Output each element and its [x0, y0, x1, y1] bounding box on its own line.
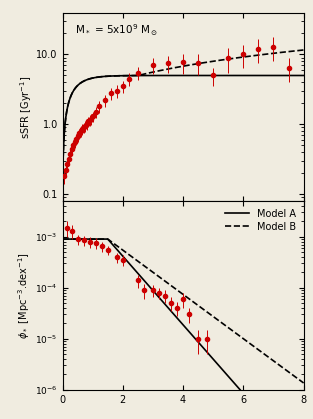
Text: M$_*$ = 5x10$^9$ M$_\odot$: M$_*$ = 5x10$^9$ M$_\odot$ [75, 22, 158, 38]
Legend: Model A, Model B: Model A, Model B [222, 206, 299, 235]
Y-axis label: sSFR [Gyr$^{-1}$]: sSFR [Gyr$^{-1}$] [18, 75, 33, 139]
Y-axis label: $\phi_*$ [Mpc$^{-3}$.dex$^{-1}$]: $\phi_*$ [Mpc$^{-3}$.dex$^{-1}$] [17, 252, 33, 339]
